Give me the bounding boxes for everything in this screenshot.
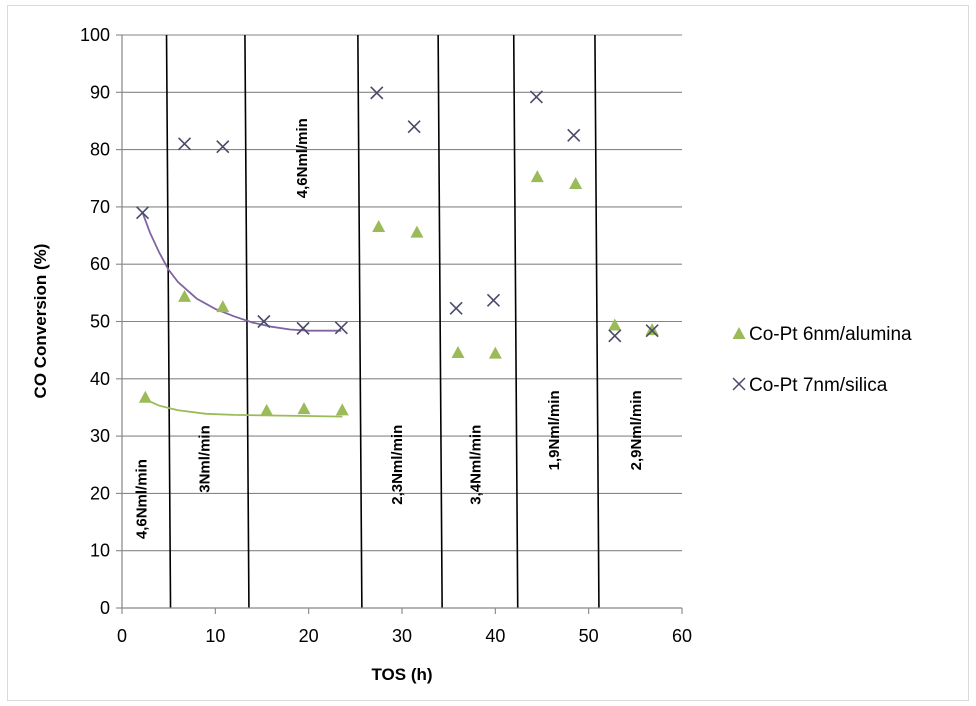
y-tick-label: 60 <box>90 254 110 274</box>
silica-point <box>177 137 192 151</box>
zone-divider-line <box>357 34 363 609</box>
alumina-point <box>297 402 311 415</box>
x-tick-labels: 0 10 20 30 40 50 60 <box>117 608 692 646</box>
silica-point <box>257 314 271 329</box>
silica-point <box>486 293 501 307</box>
grid <box>122 34 682 552</box>
alumina-point <box>608 318 622 331</box>
x-tick-label: 20 <box>299 626 319 646</box>
y-tick-label: 70 <box>90 197 110 217</box>
silica-point <box>449 301 463 315</box>
zone-label: 3,4Nml/min <box>467 425 484 505</box>
alumina-point <box>138 390 152 403</box>
zone-labels: 4,6Nml/min 3Nml/min 4,6Nml/min 2,3Nml/min 3,… <box>133 118 645 539</box>
y-axis-title: CO Conversion (%) <box>31 244 50 399</box>
zone-label: 4,6Nml/min <box>133 459 150 539</box>
x-marker-icon <box>732 377 746 391</box>
y-tick-label: 90 <box>90 82 110 102</box>
zone-divider-line <box>165 34 172 609</box>
alumina-point <box>488 346 502 359</box>
y-tick-labels: 0 10 20 30 40 50 60 70 80 90 100 <box>80 25 122 618</box>
zone-label: 3Nml/min <box>197 425 214 493</box>
legend: Co-Pt 6nm/alumina Co-Pt 7nm/silica <box>732 324 912 396</box>
zone-dividers <box>165 34 600 609</box>
y-tick-label: 10 <box>90 541 110 561</box>
x-axis-title: TOS (h) <box>371 665 432 684</box>
silica-point <box>407 120 421 134</box>
y-tick-label: 40 <box>90 369 110 389</box>
silica-point <box>567 128 581 142</box>
zone-divider-line <box>512 34 519 609</box>
alumina-point <box>451 346 465 359</box>
x-tick-label: 0 <box>117 626 127 646</box>
alumina-point <box>530 170 544 183</box>
legend-item-alumina: Co-Pt 6nm/alumina <box>732 324 912 345</box>
silica-point <box>334 321 348 335</box>
x-tick-label: 60 <box>672 626 692 646</box>
triangle-marker-icon <box>732 327 746 339</box>
alumina-point <box>216 300 230 313</box>
y-tick-label: 50 <box>90 312 110 332</box>
zone-label: 1,9Nml/min <box>546 390 563 470</box>
data-points <box>135 86 659 416</box>
silica-point <box>645 324 659 338</box>
alumina-point <box>260 403 274 416</box>
silica-point <box>296 321 310 335</box>
trend-line <box>144 398 343 418</box>
silica-point <box>608 329 622 343</box>
y-tick-label: 100 <box>80 25 110 45</box>
zone-label: 2,3Nml/min <box>389 425 406 505</box>
x-tick-label: 10 <box>205 626 225 646</box>
y-tick-label: 20 <box>90 483 110 503</box>
zone-label: 4,6Nml/min <box>294 118 311 198</box>
y-tick-label: 30 <box>90 426 110 446</box>
y-tick-label: 0 <box>100 598 110 618</box>
x-tick-label: 40 <box>485 626 505 646</box>
trend-line <box>141 212 342 332</box>
zone-divider-line <box>437 34 443 609</box>
alumina-point <box>178 289 192 302</box>
x-tick-label: 50 <box>579 626 599 646</box>
alumina-point <box>372 219 386 232</box>
silica-point <box>370 86 384 100</box>
silica-point <box>529 90 543 104</box>
alumina-point <box>569 176 583 189</box>
legend-label-silica: Co-Pt 7nm/silica <box>749 375 888 396</box>
legend-item-silica: Co-Pt 7nm/silica <box>732 375 888 396</box>
trend-lines <box>141 212 343 418</box>
alumina-point <box>410 225 424 238</box>
zone-label: 2,9Nml/min <box>628 390 645 470</box>
silica-point <box>135 206 150 220</box>
alumina-point <box>645 323 659 336</box>
zone-divider-line <box>594 34 600 609</box>
legend-label-alumina: Co-Pt 6nm/alumina <box>749 324 912 345</box>
silica-point <box>216 140 230 154</box>
y-tick-label: 80 <box>90 140 110 160</box>
alumina-point <box>335 403 349 416</box>
x-tick-label: 30 <box>392 626 412 646</box>
